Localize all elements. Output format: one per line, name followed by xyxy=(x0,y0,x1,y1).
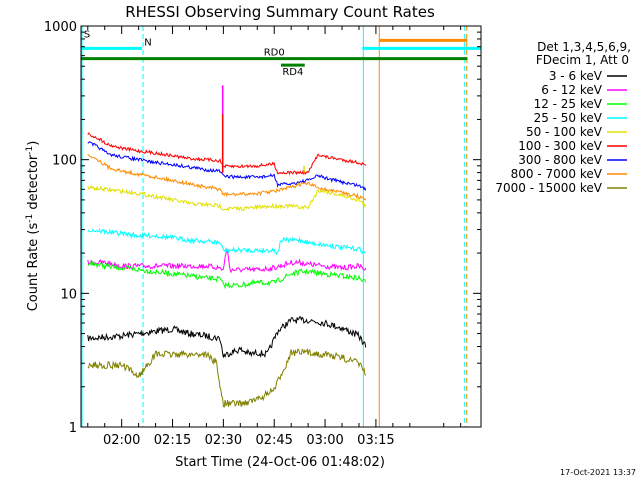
series-line xyxy=(87,132,367,176)
y-axis-label: Count Rate (s-1 detector-1) xyxy=(25,141,41,312)
legend-entry-label: 25 - 50 keV xyxy=(534,111,603,125)
series-line xyxy=(87,248,367,274)
chart-title: RHESSI Observing Summary Count Rates xyxy=(125,3,435,21)
legend-entry-label: 3 - 6 keV xyxy=(549,69,603,83)
flag-label: N xyxy=(144,37,151,48)
legend-entry-label: 6 - 12 keV xyxy=(541,83,603,97)
plot-frame xyxy=(80,25,482,428)
x-axis-label: Start Time (24-Oct-06 01:48:02) xyxy=(175,455,385,470)
x-tick-label: 02:00 xyxy=(103,433,140,448)
y-tick-label: 10 xyxy=(60,287,77,302)
series-line xyxy=(87,153,367,201)
series-line xyxy=(87,227,366,256)
series-line xyxy=(87,316,367,359)
legend-entry-label: 50 - 100 keV xyxy=(526,125,603,139)
x-tick-label: 03:15 xyxy=(357,433,394,448)
legend-entry-label: 800 - 7000 keV xyxy=(511,167,603,181)
legend-header-line-2: FDecim 1, Att 0 xyxy=(536,53,629,67)
y-axis-ticks: 1 10 100 1000 xyxy=(44,20,481,436)
series-line xyxy=(87,260,367,290)
state-flags: S N RD0 RD4 xyxy=(81,29,481,78)
x-tick-label: 03:00 xyxy=(306,433,343,448)
x-tick-label: 02:30 xyxy=(205,433,242,448)
flag-label: RD4 xyxy=(282,67,303,78)
y-tick-label: 100 xyxy=(52,154,77,169)
x-tick-label: 02:15 xyxy=(154,433,191,448)
flag-label: RD0 xyxy=(264,48,285,59)
legend-header-line-1: Det 1,3,4,5,6,9, xyxy=(537,40,631,54)
legend-entry-label: 300 - 800 keV xyxy=(518,153,602,167)
series-line xyxy=(87,347,367,408)
generation-timestamp: 17-Oct-2021 13:37 xyxy=(560,468,636,477)
flag-label: S xyxy=(84,29,90,40)
x-tick-label: 02:45 xyxy=(255,433,292,448)
chart-marks xyxy=(81,26,468,427)
legend-entry-label: 12 - 25 keV xyxy=(534,97,603,111)
series-line xyxy=(87,141,367,191)
series-line xyxy=(87,184,367,212)
legend-entry-label: 7000 - 15000 keV xyxy=(495,181,602,195)
y-tick-label: 1000 xyxy=(44,20,77,35)
x-axis-ticks: 02:00 02:15 02:30 02:45 03:00 03:15 xyxy=(87,26,462,448)
y-tick-label: 1 xyxy=(69,421,77,436)
legend-entry-label: 100 - 300 keV xyxy=(518,139,602,153)
